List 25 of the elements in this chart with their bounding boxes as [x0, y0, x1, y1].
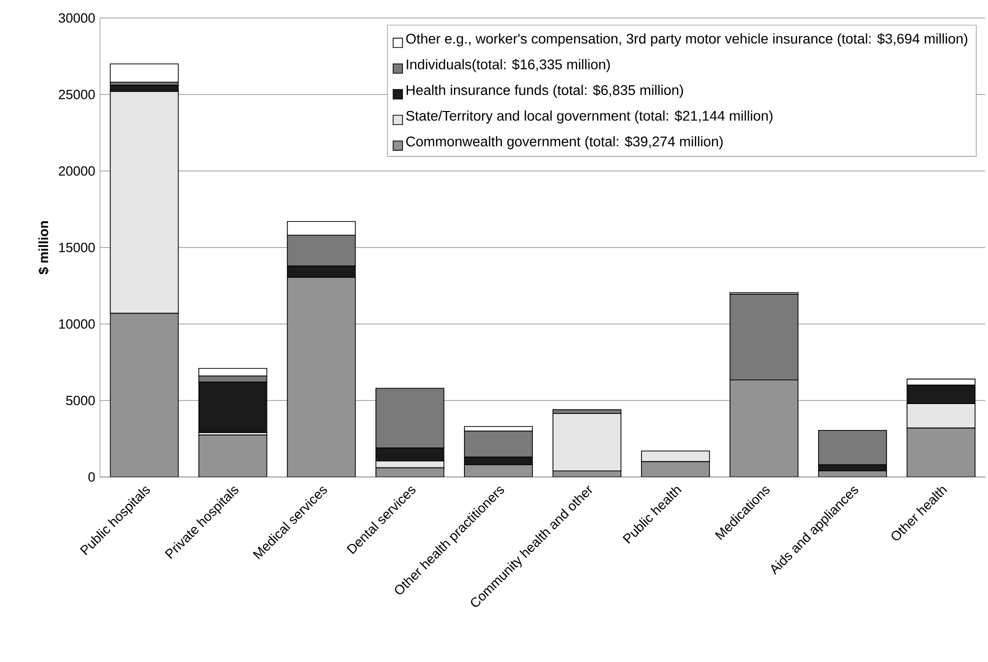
- legend-label: Health insurance funds (total: $6,835 million): [406, 84, 683, 98]
- y-tick-label: 15000: [59, 242, 95, 252]
- legend-label: State/Territory and local government (total: $21,144 million): [406, 110, 772, 124]
- y-tick-label: 20000: [58, 166, 95, 176]
- y-axis-title: $ million: [38, 221, 50, 274]
- bar: [906, 428, 976, 477]
- bar: [730, 294, 798, 380]
- bar: [552, 413, 622, 472]
- y-tick-label: 30000: [58, 13, 95, 23]
- bar: [110, 64, 179, 83]
- legend-label: Individuals(total: $16,335 million): [406, 58, 610, 72]
- bar: [110, 312, 179, 477]
- bar: [641, 461, 710, 477]
- bar: [376, 468, 444, 477]
- y-tick-label: 5000: [66, 396, 95, 406]
- y-tick-label: 10000: [59, 319, 95, 329]
- y-tick-label: 0: [88, 472, 95, 482]
- bar: [464, 464, 532, 477]
- bar: [730, 379, 798, 477]
- bar: [286, 276, 356, 477]
- y-tick-label: 25000: [58, 90, 95, 100]
- legend-label: Other e.g., worker's compensation, 3rd party motor vehicle insurance (total: $3,694 million): [406, 33, 968, 46]
- bar: [198, 434, 268, 477]
- legend-label: Commonwealth government (total: $39,274 million): [406, 136, 723, 150]
- bar: [641, 450, 710, 462]
